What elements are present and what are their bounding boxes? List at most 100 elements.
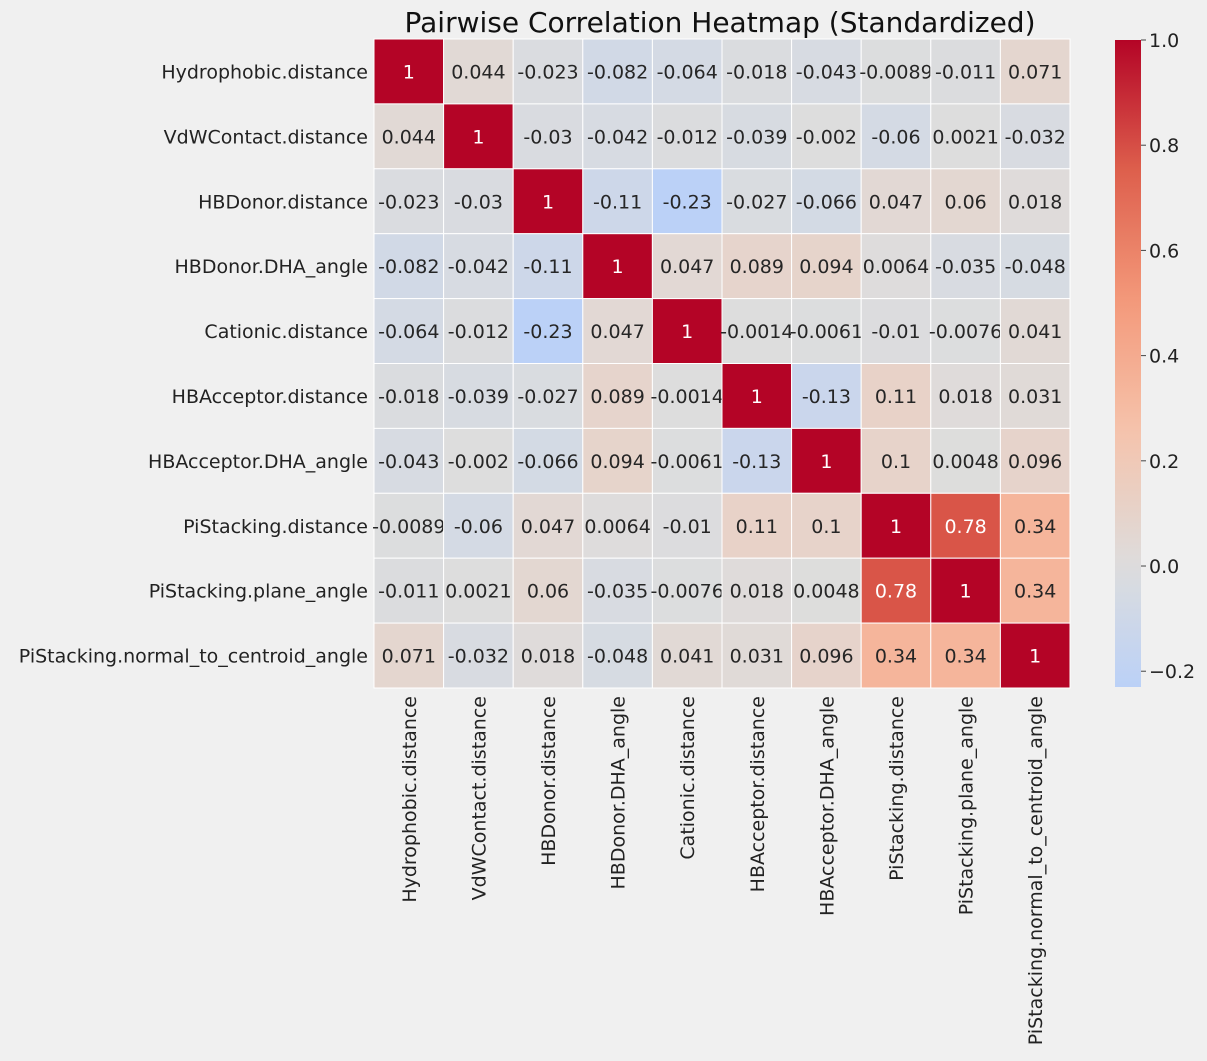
cell-value-label: 0.11 [875, 386, 917, 408]
heatmap-cell [512, 557, 584, 624]
cell-value-label: -0.06 [454, 516, 503, 538]
cell-value-label: 0.018 [1008, 191, 1062, 213]
cell-value-label: 0.78 [875, 581, 917, 603]
heatmap-cell [999, 557, 1071, 624]
cell-value-label: -0.011 [935, 61, 996, 83]
row-tick-label: Cationic.distance [204, 321, 368, 343]
heatmap-cell [373, 38, 445, 105]
heatmap-cell [373, 622, 445, 689]
row-tick-label: HBAcceptor.distance [172, 386, 368, 408]
cell-value-label: 1 [751, 386, 763, 408]
cell-value-label: -0.064 [657, 61, 718, 83]
heatmap-cell [373, 233, 445, 300]
heatmap-cell [930, 103, 1001, 170]
cell-value-label: 0.0064 [863, 256, 929, 278]
colorbar-tick-label: −0.2 [1149, 661, 1195, 683]
cell-value-label: -0.13 [802, 386, 851, 408]
colorbar: 1.0 0.8 0.6 0.4 0.2 0.0 −0.2 [1115, 30, 1195, 687]
cell-value-label: -0.027 [726, 191, 787, 213]
heatmap-cell [443, 557, 514, 624]
cell-value-label: -0.0061 [790, 321, 863, 343]
row-tick-label: Hydrophobic.distance [161, 61, 368, 83]
row-tick-label: HBDonor.DHA_angle [175, 256, 368, 278]
heatmap-cell [930, 168, 1001, 235]
heatmap-cell [582, 492, 653, 559]
column-labels: Hydrophobic.distance VdWContact.distance H… [399, 696, 1047, 1045]
chart-title: Pairwise Correlation Heatmap (Standardiz… [405, 6, 1036, 39]
cell-value-label: 0.0048 [793, 581, 859, 603]
heatmap-cell [791, 622, 862, 689]
heatmap-cell [791, 168, 862, 235]
cell-value-label: -0.0014 [720, 321, 793, 343]
heatmap-cell [999, 492, 1071, 559]
cell-value-label: -0.064 [378, 321, 439, 343]
heatmap-cell [651, 492, 723, 559]
cell-value-label: 0.096 [1008, 451, 1062, 473]
heatmap-cell [651, 298, 723, 365]
heatmap-cell [651, 363, 723, 429]
cell-value-label: 0.0021 [932, 126, 998, 148]
cell-value-label: -0.011 [378, 581, 439, 603]
heatmap-cell [582, 427, 653, 494]
heatmap-cell [512, 38, 584, 105]
heatmap-cells: 1 0.044 -0.023 -0.082 -0.064 -0.018 -0.043 -0.0… [372, 38, 1071, 689]
column-tick-label: VdWContact.distance [468, 696, 490, 900]
cell-value-label: 1 [1029, 646, 1041, 668]
heatmap-cell [721, 622, 793, 689]
cell-value-label: -0.03 [523, 126, 572, 148]
column-tick-label: Cationic.distance [677, 696, 699, 860]
heatmap-cell [582, 363, 653, 429]
heatmap-cell [999, 233, 1071, 300]
cell-value-label: -0.066 [796, 191, 857, 213]
cell-value-label: -0.066 [517, 451, 578, 473]
heatmap-cell [930, 622, 1001, 689]
cell-value-label: 0.78 [944, 516, 986, 538]
cell-value-label: -0.13 [732, 451, 781, 473]
cell-value-label: 0.096 [799, 646, 853, 668]
column-tick-label: HBDonor.distance [538, 696, 560, 866]
cell-value-label: -0.082 [378, 256, 439, 278]
heatmap-cell [512, 363, 584, 429]
cell-value-label: -0.039 [726, 126, 787, 148]
cell-value-label: -0.043 [378, 451, 439, 473]
colorbar-tick-label: 0.4 [1149, 346, 1179, 368]
cell-value-label: 1 [890, 516, 902, 538]
heatmap-cell [512, 622, 584, 689]
cell-value-label: -0.043 [796, 61, 857, 83]
cell-value-label: 0.071 [1008, 61, 1062, 83]
cell-value-label: -0.11 [523, 256, 572, 278]
cell-value-label: 0.018 [938, 386, 992, 408]
row-tick-label: HBDonor.distance [198, 191, 368, 213]
cell-value-label: 0.047 [869, 191, 923, 213]
cell-value-label: 0.1 [881, 451, 911, 473]
column-tick-label: PiStacking.normal_to_centroid_angle [1025, 696, 1047, 1045]
heatmap-cell [512, 492, 584, 559]
cell-value-label: 0.018 [730, 581, 784, 603]
cell-value-label: 1 [542, 191, 554, 213]
cell-value-label: 0.34 [875, 646, 917, 668]
row-labels: Hydrophobic.distance VdWContact.distance H… [19, 61, 368, 667]
cell-value-label: -0.11 [593, 191, 642, 213]
cell-value-label: 0.06 [944, 191, 986, 213]
heatmap-cell [373, 557, 445, 624]
heatmap-cell [443, 492, 514, 559]
cell-value-label: 0.34 [944, 646, 986, 668]
cell-value-label: -0.23 [523, 321, 572, 343]
cell-value-label: 0.018 [521, 646, 575, 668]
heatmap-cell [443, 168, 514, 235]
heatmap-cell [651, 557, 723, 624]
cell-value-label: 0.031 [730, 646, 784, 668]
cell-value-label: 0.047 [521, 516, 575, 538]
heatmap-cell [582, 103, 653, 170]
cell-value-label: 0.06 [527, 581, 569, 603]
colorbar-tick-label: 0.2 [1149, 451, 1179, 473]
cell-value-label: 0.094 [590, 451, 644, 473]
colorbar-tick-label: 0.6 [1149, 240, 1179, 262]
heatmap-cell [512, 298, 584, 365]
heatmap-cell [512, 168, 584, 235]
cell-value-label: 0.1 [811, 516, 841, 538]
colorbar-tick-label: 1.0 [1149, 30, 1179, 52]
cell-value-label: 0.071 [382, 646, 436, 668]
cell-value-label: 0.031 [1008, 386, 1062, 408]
heatmap-cell [930, 233, 1001, 300]
